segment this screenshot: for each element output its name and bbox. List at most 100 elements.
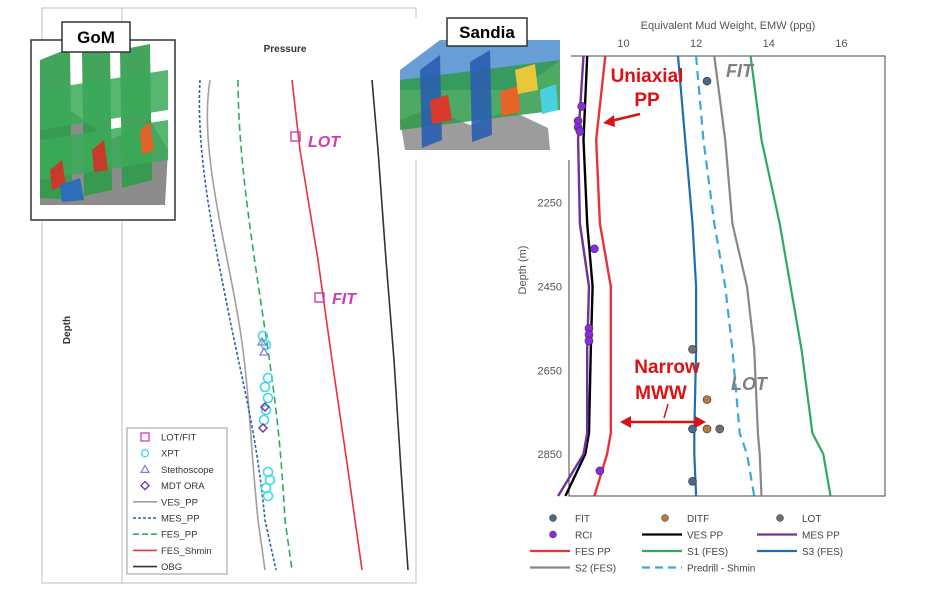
left-lot-annotation: LOT — [308, 134, 341, 151]
right-legend-label-s1-fes: S1 (FES) — [687, 547, 728, 558]
right-point-rci-3 — [575, 127, 585, 136]
gom-blue-patch — [60, 178, 84, 202]
right-legend-marker-lot — [776, 514, 784, 522]
sandia-yellow-patch — [515, 64, 538, 94]
right-point-fit-2 — [688, 477, 697, 486]
left-legend-marker-mdt-ora — [140, 480, 150, 491]
right-series-fes-pp — [593, 55, 612, 497]
left-legend-marker-stethoscope — [139, 464, 151, 473]
right-series-s1-fes — [749, 55, 832, 497]
right-point-lot-1 — [715, 424, 725, 434]
left-point-mdt-ora-1 — [258, 423, 268, 433]
sandia-red-patch-1 — [430, 95, 452, 124]
left-point-lot — [290, 131, 301, 142]
right-legend-label-ditf: DITF — [687, 514, 709, 525]
left-legend-label-xpt: XPT — [161, 449, 180, 460]
gom-label-box — [61, 21, 131, 53]
left-series-ves-pp — [206, 79, 266, 571]
right-y-tick-2450: 2450 — [538, 281, 562, 293]
right-panel: Equivalent Mud Weight, EMW (ppg) 10 12 14 1… — [388, 17, 886, 575]
left-panel: Pressure Depth LOT FIT LOT/FIT XPT Stethos… — [30, 7, 417, 584]
gom-red-patch-1 — [50, 160, 66, 190]
sandia-cyan-patch — [540, 84, 558, 114]
right-legend-label-mes-pp: MES PP — [802, 531, 840, 542]
left-point-mdt-ora-0 — [260, 402, 270, 412]
left-series-obg — [371, 79, 409, 571]
left-legend-marker-xpt — [140, 449, 150, 458]
right-legend-label-rci: RCI — [575, 531, 592, 542]
right-x-tick-12: 12 — [690, 38, 702, 50]
right-y-tick-2250: 2250 — [538, 198, 562, 210]
left-series-fes-pp — [237, 79, 293, 571]
mww-annotation: MWW — [635, 383, 687, 404]
right-point-rci-7 — [584, 336, 594, 346]
gom-inset: GoM — [30, 21, 176, 221]
right-legend-marker-ditf — [661, 514, 669, 522]
right-series-ves-pp — [564, 55, 594, 497]
mww-pointer — [663, 403, 669, 419]
uniaxial-arrow-head — [603, 115, 615, 127]
right-legend-marker-fit — [549, 514, 557, 522]
right-series-s2-fes — [713, 55, 763, 497]
left-chart-title: Pressure — [264, 44, 307, 55]
right-legend: FIT DITF LOT RCI VES PP MES PP FES PP S1 (FES) S… — [530, 514, 843, 575]
left-legend-label-ves-pp: VES_PP — [161, 497, 198, 508]
right-point-ditf-1 — [702, 424, 712, 434]
left-point-stethoscope-1 — [258, 346, 270, 356]
left-legend-marker-lot-fit — [140, 432, 150, 442]
right-point-ditf-0 — [702, 395, 712, 404]
right-series-mes-pp — [557, 55, 591, 497]
left-point-stethoscope-0 — [256, 336, 268, 346]
sandia-label: Sandia — [459, 23, 515, 42]
left-legend-label-obg: OBG — [161, 562, 182, 573]
right-legend-label-fit: FIT — [575, 514, 590, 525]
sandia-red-patch-2 — [500, 86, 520, 116]
right-x-tick-10: 10 — [617, 38, 629, 50]
right-legend-label-fes-pp: FES PP — [575, 547, 611, 558]
right-point-rci-0 — [577, 101, 587, 111]
left-point-xpt-3 — [259, 381, 271, 393]
gom-red-patch-2 — [92, 140, 108, 172]
left-legend-label-mdt-ora: MDT ORA — [161, 481, 205, 492]
left-legend-label-stethoscope: Stethoscope — [161, 465, 214, 476]
left-point-xpt-4 — [262, 392, 274, 404]
right-legend-label-lot: LOT — [802, 514, 821, 525]
right-legend-label-s2-fes: S2 (FES) — [575, 564, 616, 575]
right-legend-label-ves-pp: VES PP — [687, 531, 723, 542]
right-y-axis-label: Depth (m) — [517, 246, 529, 295]
left-legend-label-fes-pp: FES_PP — [161, 530, 197, 541]
left-point-fit — [314, 292, 325, 303]
right-y-tick-2650: 2650 — [538, 365, 562, 377]
left-point-xpt-5 — [260, 404, 272, 416]
left-series-layer — [198, 79, 409, 571]
right-legend-label-s3-fes: S3 (FES) — [802, 547, 843, 558]
right-point-lot-0 — [688, 345, 697, 354]
mww-arrow-left-head — [620, 416, 631, 428]
sandia-label-box — [446, 17, 528, 47]
right-point-fit-0 — [702, 76, 712, 86]
right-points-layer — [573, 76, 725, 486]
right-point-fit-1 — [688, 424, 697, 434]
right-point-rci-4 — [590, 244, 599, 254]
left-point-xpt-10 — [262, 490, 274, 502]
right-x-tick-14: 14 — [763, 38, 775, 50]
right-legend-marker-rci — [549, 530, 557, 539]
left-legend-label-fes-shmin: FES_Shmin — [161, 546, 212, 557]
right-x-axis-title: Equivalent Mud Weight, EMW (ppg) — [641, 20, 816, 32]
sandia-inset: Sandia — [388, 17, 571, 160]
right-series-layer — [557, 55, 832, 497]
left-y-axis-label: Depth — [62, 316, 73, 344]
narrow-annotation: Narrow — [634, 357, 700, 378]
right-x-ticks: 10 12 14 16 — [617, 38, 847, 50]
left-point-xpt-2 — [262, 372, 274, 384]
left-series-fes-shmin — [291, 79, 363, 571]
fit-annotation: FIT — [726, 61, 755, 81]
left-points-layer — [256, 131, 325, 502]
left-fit-annotation: FIT — [332, 291, 357, 308]
right-y-tick-2850: 2850 — [538, 449, 562, 461]
pp-annotation: PP — [634, 90, 660, 111]
gom-red-patch-3 — [140, 122, 154, 155]
right-point-rci-8 — [595, 466, 605, 476]
right-x-tick-16: 16 — [835, 38, 847, 50]
sandia-blue-panel-2 — [470, 50, 492, 142]
